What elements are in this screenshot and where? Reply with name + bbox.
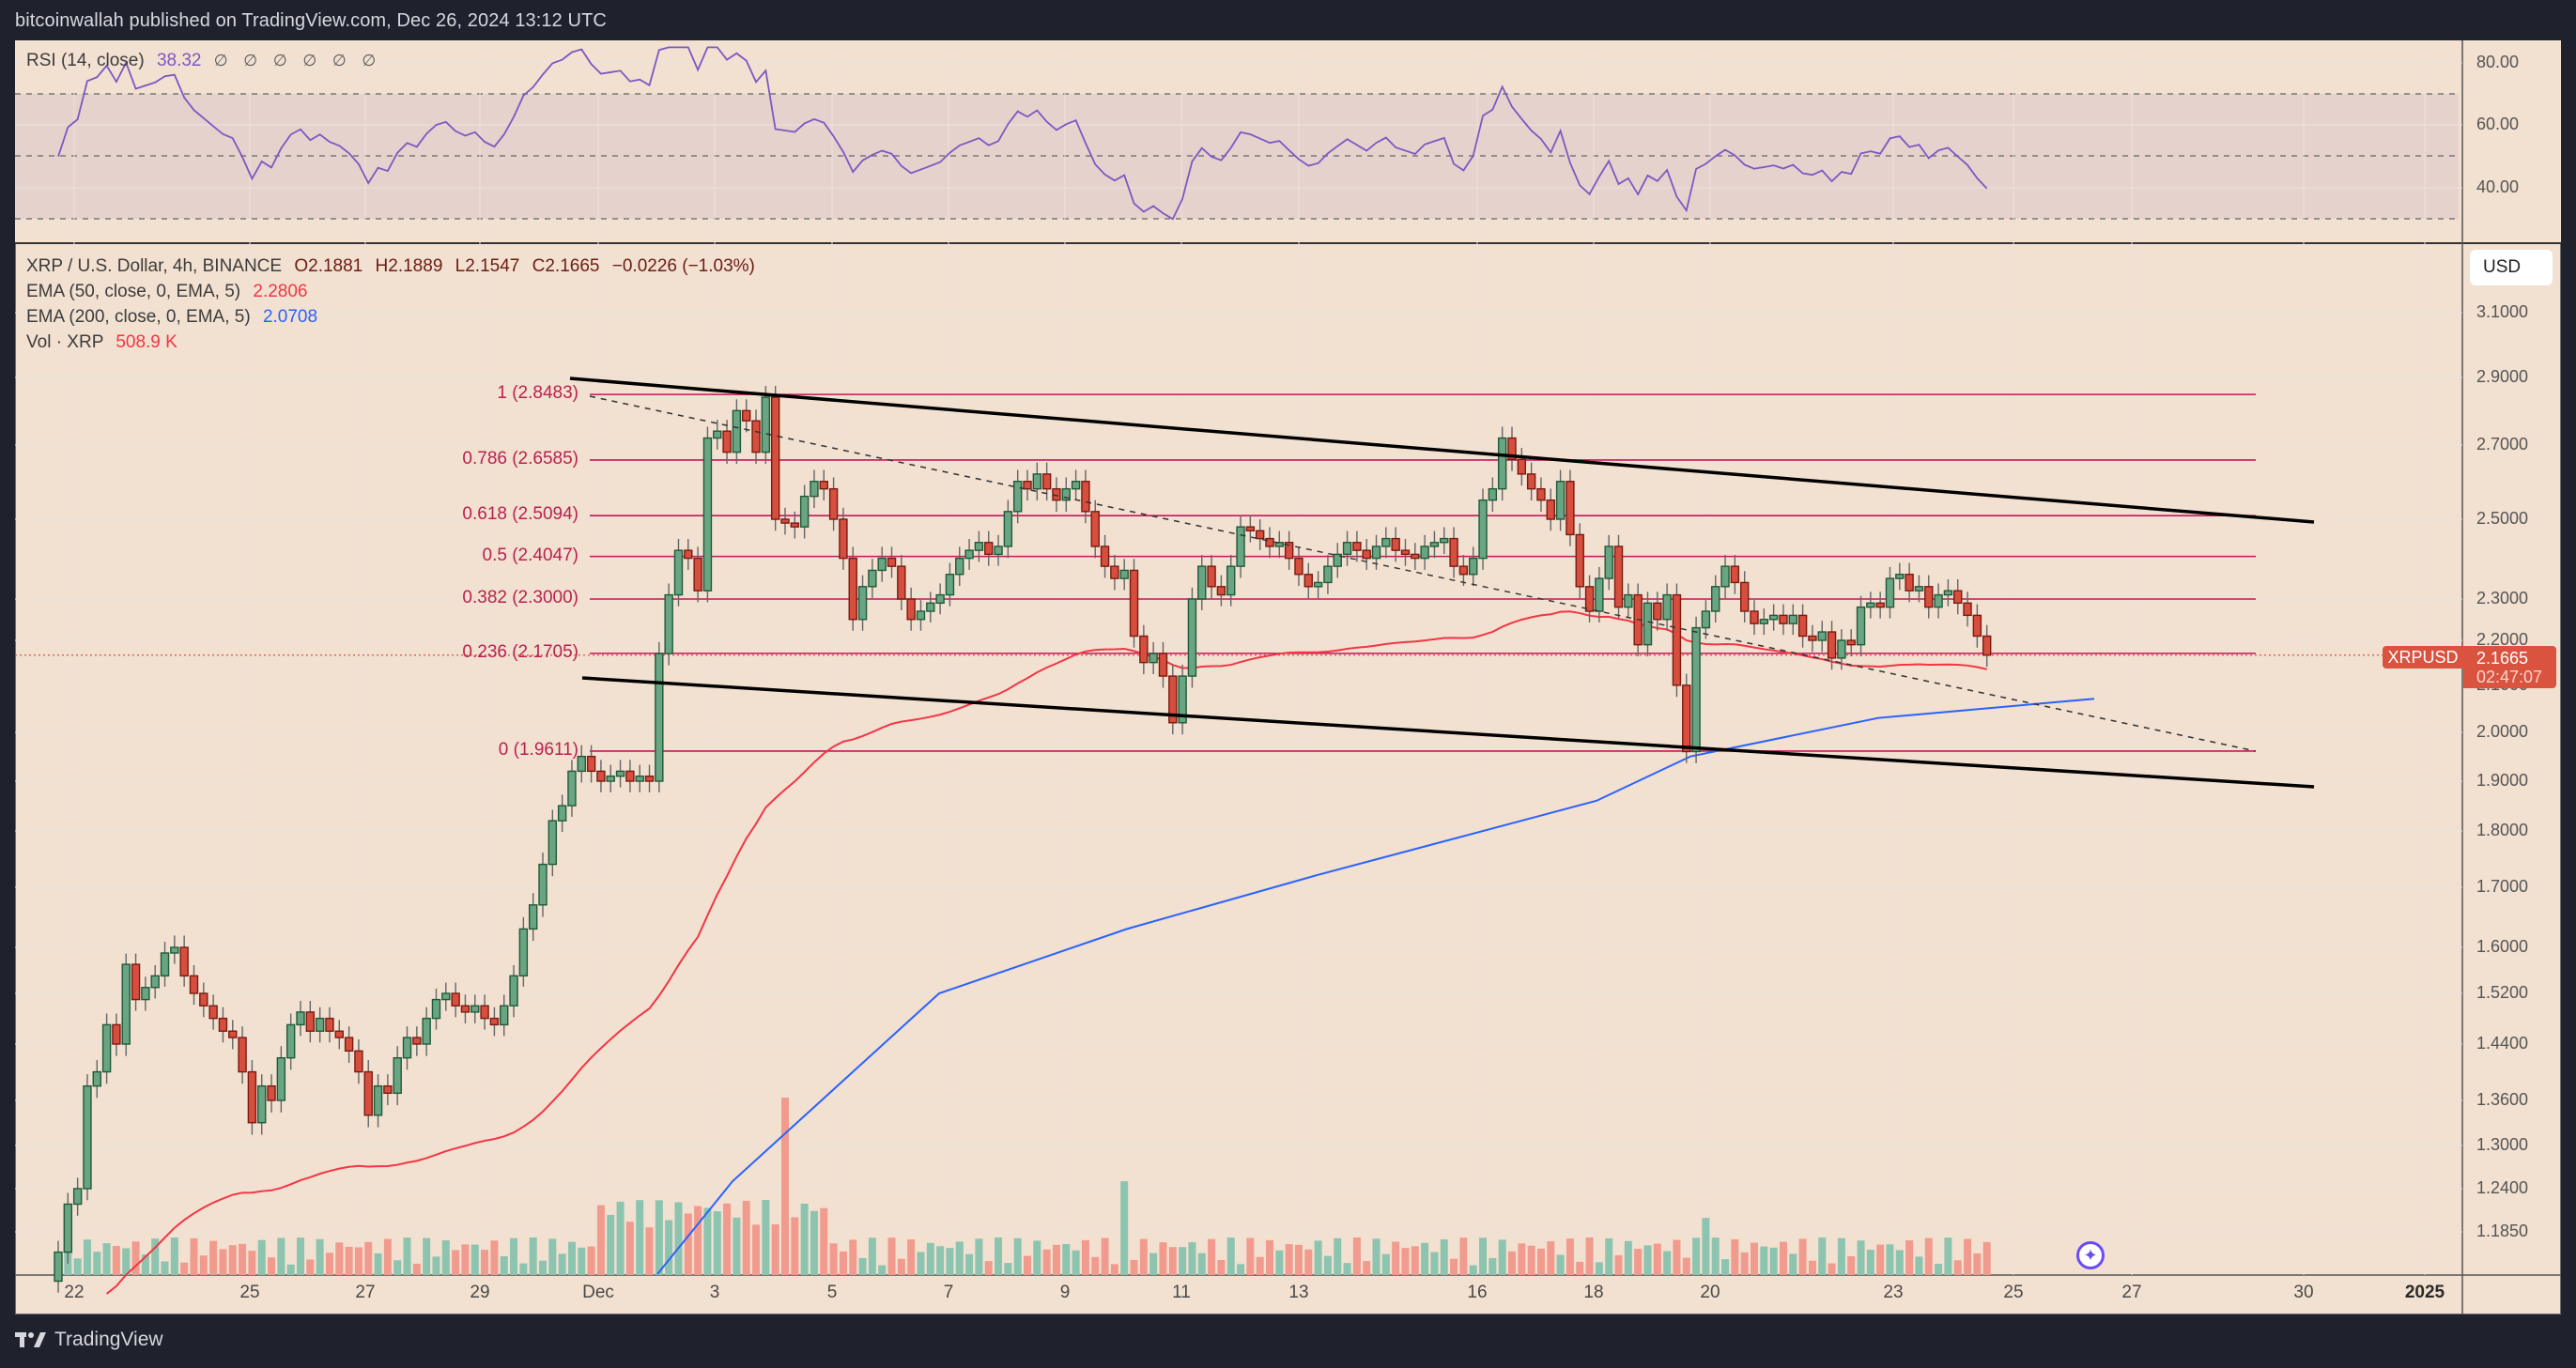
ema200-label: EMA (200, close, 0, EMA, 5) (26, 307, 251, 327)
rsi-legend[interactable]: RSI (14, close) 38.32 ∅ ∅ ∅ ∅ ∅ ∅ (26, 51, 381, 71)
fib-level-label: 0 (1.9611) (498, 739, 578, 760)
bar-countdown: 02:47:07 (2476, 668, 2543, 686)
price-axis-label: 1.3600 (2476, 1090, 2529, 1109)
ohlc-close: C2.1665 (532, 256, 600, 276)
price-axis-label: 2.7000 (2476, 435, 2529, 453)
fib-level-label: 0.786 (2.6585) (462, 448, 578, 469)
rsi-label: RSI (14, close) (26, 51, 145, 70)
price-axis-label: 2.5000 (2476, 509, 2529, 528)
fib-level-label: 0.382 (2.3000) (462, 588, 578, 607)
price-axis-label: 2.0000 (2476, 722, 2529, 741)
time-axis-label: 20 (1700, 1283, 1720, 1302)
price-axis-label: 2.9000 (2476, 367, 2529, 386)
last-price: 2.1665 (2476, 649, 2529, 668)
time-axis-label: 11 (1172, 1283, 1191, 1302)
footer-brand-text: TradingView (54, 1329, 163, 1350)
time-axis-label: 29 (470, 1283, 490, 1302)
time-axis-label: 3 (709, 1283, 720, 1302)
time-axis-label: Dec (582, 1283, 614, 1302)
time-axis-label: 2025 (2404, 1283, 2445, 1302)
symbol-legend[interactable]: XRP / U.S. Dollar, 4h, BINANCE O2.1881 H… (26, 256, 755, 277)
price-axis-label: 1.1850 (2476, 1222, 2529, 1240)
time-axis-label: 25 (239, 1283, 260, 1302)
footer-brand[interactable]: TradingView (15, 1329, 163, 1351)
ema200-value: 2.0708 (262, 307, 318, 327)
publish-caption: bitcoinwallah published on TradingView.c… (15, 10, 607, 31)
tradingview-logo-icon (15, 1332, 46, 1347)
ema50-label: EMA (50, close, 0, EMA, 5) (26, 282, 241, 301)
time-axis-label: 23 (1883, 1283, 1904, 1302)
price-axis-label: 2.2000 (2476, 630, 2529, 649)
symbol-title: XRP / U.S. Dollar, 4h, BINANCE (26, 256, 283, 276)
price-axis-label: 1.3000 (2476, 1135, 2529, 1154)
chart-frame (15, 40, 2561, 1314)
fib-level-label: 1 (2.8483) (497, 383, 578, 404)
ohlc-high: H2.1889 (375, 256, 443, 276)
rsi-axis-label: 80.00 (2476, 53, 2520, 71)
ohlc-open: O2.1881 (294, 256, 363, 276)
price-axis-label: 1.2400 (2476, 1178, 2529, 1197)
symbol-price-tag: XRPUSD (2383, 646, 2463, 669)
price-axis-label: 1.8000 (2476, 821, 2529, 839)
price-axis-label: 1.9000 (2476, 771, 2529, 790)
currency-button[interactable]: USD (2470, 250, 2553, 285)
time-axis-label: 16 (1467, 1283, 1488, 1302)
price-axis-label: 1.7000 (2476, 877, 2529, 896)
time-axis-label: 13 (1288, 1283, 1309, 1302)
time-axis-label: 27 (355, 1283, 376, 1302)
ema200-legend[interactable]: EMA (200, close, 0, EMA, 5) 2.0708 (26, 307, 317, 328)
rsi-axis-label: 60.00 (2476, 115, 2520, 133)
price-axis-label: 2.3000 (2476, 589, 2529, 607)
fib-level-label: 0.236 (2.1705) (462, 641, 578, 662)
rsi-axis-label: 40.00 (2476, 177, 2520, 196)
time-axis-label: 27 (2121, 1283, 2142, 1302)
fib-level-label: 0.5 (2.4047) (482, 545, 578, 565)
ema50-value: 2.2806 (253, 282, 308, 301)
time-axis-label: 9 (1059, 1283, 1071, 1302)
time-axis-label: 5 (826, 1283, 838, 1302)
fib-level-label: 0.618 (2.5094) (462, 504, 578, 525)
volume-value: 508.9 K (116, 332, 177, 352)
price-axis-label: 1.6000 (2476, 937, 2529, 956)
volume-label: Vol · XRP (26, 332, 104, 352)
time-axis-label: 25 (2003, 1283, 2024, 1302)
price-chart[interactable] (15, 40, 2561, 1314)
ohlc-low: L2.1547 (455, 256, 520, 276)
price-axis-label: 3.1000 (2476, 302, 2529, 321)
time-axis-label: 22 (64, 1283, 85, 1302)
time-axis-label: 30 (2293, 1283, 2314, 1302)
last-price-tag: 2.1665 02:47:07 (2463, 646, 2556, 688)
price-axis-label: 1.4400 (2476, 1034, 2529, 1053)
price-axis-label: 1.5200 (2476, 983, 2529, 1002)
rsi-value: 38.32 (156, 51, 202, 70)
rsi-na-values: ∅ ∅ ∅ ∅ ∅ ∅ (213, 52, 382, 69)
ema50-legend[interactable]: EMA (50, close, 0, EMA, 5) 2.2806 (26, 282, 308, 302)
sparkle-assistant-icon[interactable]: ✦ (2076, 1241, 2105, 1269)
volume-legend[interactable]: Vol · XRP 508.9 K (26, 332, 177, 353)
time-axis-label: 18 (1583, 1283, 1604, 1302)
ohlc-change: −0.0226 (−1.03%) (611, 256, 755, 276)
time-axis-label: 7 (943, 1283, 954, 1302)
